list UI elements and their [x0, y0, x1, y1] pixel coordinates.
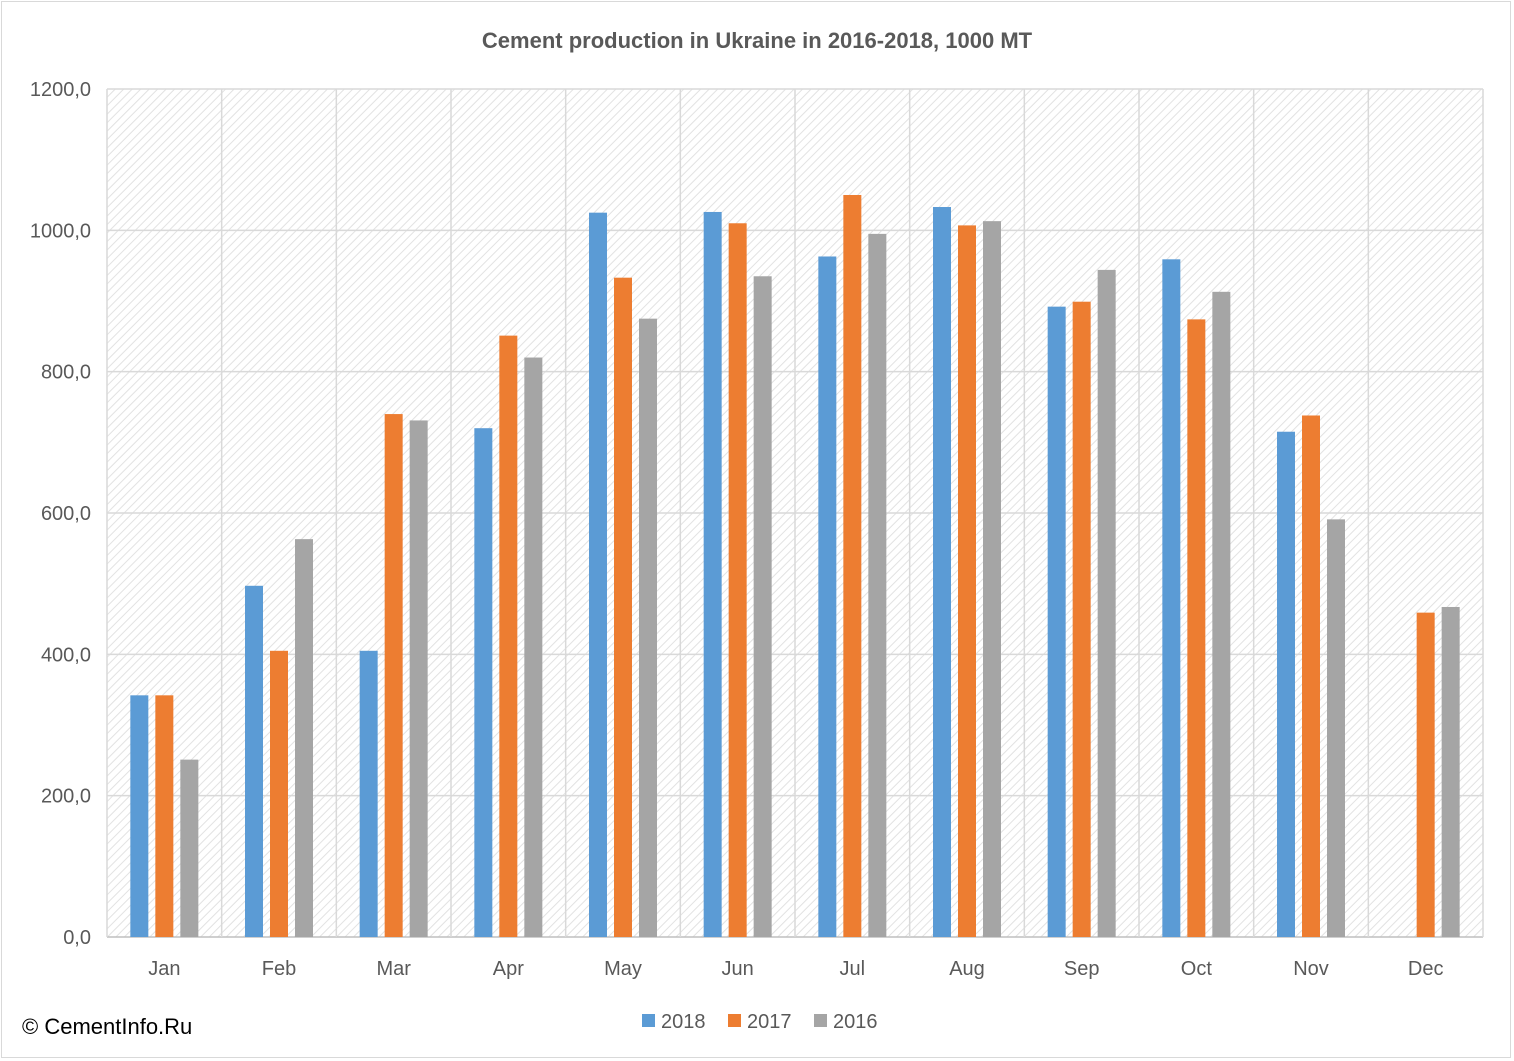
bar-2017-mar: [384, 414, 403, 938]
legend-label-2016: 2016: [833, 1011, 878, 1033]
bar-2017-oct: [1187, 319, 1206, 938]
bar-2018-nov: [1277, 431, 1295, 937]
x-tick-label: Nov: [1293, 958, 1329, 980]
y-tick-label: 1000,0: [30, 220, 91, 242]
x-tick-label: Dec: [1408, 958, 1444, 980]
x-axis: Jan Feb Mar Apr May Jun Jul Aug Sep Oct Nov Dec: [148, 958, 1443, 980]
x-tick-label: Sep: [1064, 958, 1100, 980]
x-tick-label: Jan: [148, 958, 180, 980]
x-tick-label: Feb: [262, 958, 296, 980]
bar-2016-jun: [753, 276, 772, 937]
x-tick-label: Aug: [949, 958, 985, 980]
bar-2016-mar: [409, 420, 428, 938]
x-tick-label: Jul: [840, 958, 866, 980]
bar-2018-apr: [474, 428, 493, 937]
bar-2018-oct: [1162, 259, 1181, 938]
bar-2017-sep: [1072, 301, 1091, 937]
bar-2017-jul: [843, 195, 862, 937]
bar-2016-apr: [524, 357, 543, 937]
bar-2018-may: [589, 212, 607, 937]
y-tick-label: 1200,0: [30, 79, 91, 101]
y-tick-label: 600,0: [41, 503, 91, 525]
legend-label-2018: 2018: [661, 1011, 706, 1033]
bar-2018-jun: [703, 211, 722, 937]
legend-swatch-2017: [728, 1014, 741, 1027]
bar-2016-feb: [295, 539, 313, 937]
bar-2017-apr: [499, 335, 518, 937]
bar-2017-aug: [958, 225, 976, 938]
bar-2017-feb: [270, 650, 288, 937]
bar-2018-sep: [1047, 306, 1066, 937]
x-tick-label: Oct: [1181, 958, 1213, 980]
bar-2018-aug: [933, 207, 951, 938]
bar-2017-nov: [1302, 415, 1320, 938]
bar-2016-jul: [868, 233, 887, 937]
y-tick-label: 400,0: [41, 644, 91, 666]
bar-2016-may: [639, 318, 657, 938]
gridlines: [106, 88, 1484, 938]
bar-2017-dec: [1416, 612, 1435, 937]
bar-2018-mar: [359, 650, 378, 937]
bar-2018-feb: [245, 585, 263, 937]
bar-2016-sep: [1097, 269, 1116, 937]
y-tick-label: 200,0: [41, 786, 91, 808]
legend-label-2017: 2017: [747, 1011, 792, 1033]
bar-2017-jun: [728, 223, 747, 937]
bar-2018-jul: [818, 256, 837, 938]
x-tick-label: Apr: [493, 958, 524, 980]
bar-2017-jan: [155, 695, 174, 937]
bars: [130, 195, 1460, 938]
y-tick-label: 0,0: [63, 927, 91, 949]
x-tick-label: May: [604, 958, 642, 980]
bar-2017-may: [614, 277, 632, 937]
bar-2016-nov: [1327, 519, 1345, 937]
chart-title: Cement production in Ukraine in 2016-201…: [482, 28, 1033, 53]
bar-2018-jan: [130, 695, 149, 937]
y-axis: 0,0 200,0 400,0 600,0 800,0 1000,0 1200,0: [30, 79, 91, 949]
y-tick-label: 800,0: [41, 362, 91, 384]
legend: 2018 2017 2016: [642, 1011, 878, 1033]
bar-2016-jan: [180, 759, 199, 937]
legend-swatch-2016: [814, 1014, 827, 1027]
x-tick-label: Mar: [376, 958, 411, 980]
bar-2016-dec: [1441, 606, 1460, 937]
copyright-text: © CementInfo.Ru: [22, 1014, 193, 1039]
bar-2016-aug: [983, 221, 1001, 937]
bar-2016-oct: [1212, 291, 1231, 937]
x-tick-label: Jun: [722, 958, 754, 980]
legend-swatch-2018: [642, 1014, 655, 1027]
